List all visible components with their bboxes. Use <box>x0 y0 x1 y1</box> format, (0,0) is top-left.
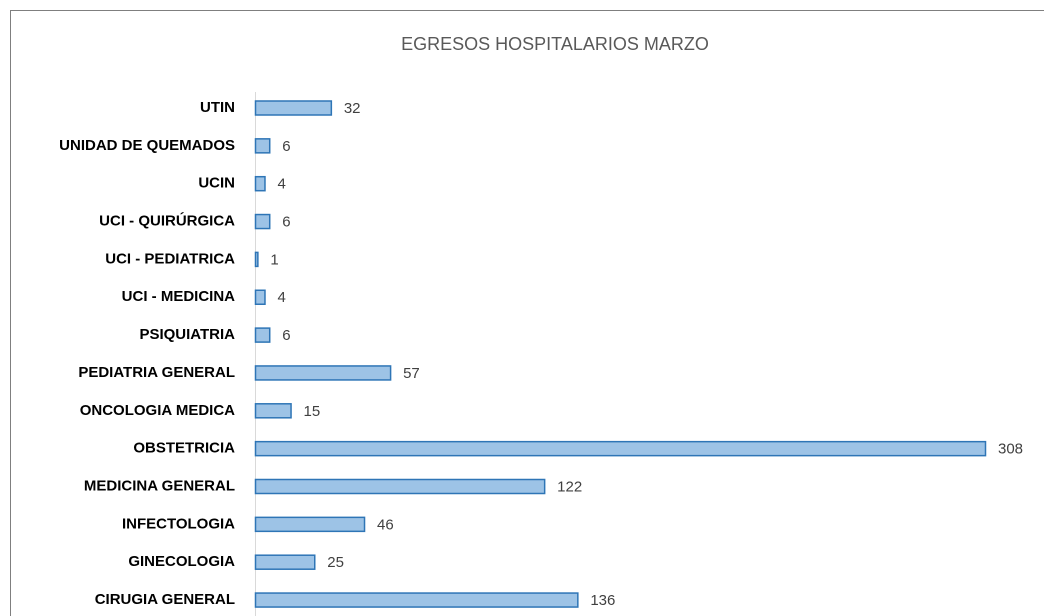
y-tick-label: UCIN <box>198 175 235 192</box>
value-label: 46 <box>377 516 394 533</box>
value-label: 1 <box>270 251 278 268</box>
y-tick-label: UCI - QUIRÚRGICA <box>99 212 235 230</box>
bar <box>254 592 579 608</box>
bar <box>254 100 333 116</box>
y-tick-label: MEDICINA GENERAL <box>84 477 235 494</box>
value-label: 57 <box>403 365 420 382</box>
value-label: 15 <box>304 403 321 420</box>
bar <box>254 327 271 343</box>
value-label: 4 <box>277 289 285 306</box>
bar <box>254 554 316 570</box>
bar <box>254 440 987 457</box>
bar <box>254 365 392 381</box>
y-tick-label: OBSTETRICIA <box>133 440 235 457</box>
chart-title: EGRESOS HOSPITALARIOS MARZO <box>401 34 709 54</box>
chart-frame <box>10 10 1044 616</box>
y-tick-label: UCI - PEDIATRICA <box>105 250 235 267</box>
y-tick-label: ONCOLOGIA MEDICA <box>80 402 235 419</box>
bar <box>254 138 271 154</box>
y-tick-label: PSIQUIATRIA <box>139 326 235 343</box>
bar <box>254 403 292 419</box>
value-label: 25 <box>327 554 344 571</box>
value-label: 6 <box>282 214 290 231</box>
y-tick-label: INFECTOLOGIA <box>122 515 235 532</box>
y-tick-label: PEDIATRIA GENERAL <box>78 364 235 381</box>
value-label: 32 <box>344 100 361 117</box>
value-label: 136 <box>590 592 615 609</box>
bar <box>254 289 266 305</box>
value-label: 4 <box>277 176 285 193</box>
y-tick-label: UCI - MEDICINA <box>122 288 235 305</box>
bar <box>254 251 259 268</box>
y-tick-label: UNIDAD DE QUEMADOS <box>59 137 235 154</box>
bar <box>254 516 366 533</box>
y-tick-label: UTIN <box>200 99 235 116</box>
value-label: 6 <box>282 138 290 155</box>
value-label: 308 <box>998 441 1023 458</box>
bar <box>254 175 266 192</box>
bar <box>254 478 546 495</box>
value-label: 6 <box>282 327 290 344</box>
value-label: 122 <box>557 478 582 495</box>
y-tick-label: CIRUGIA GENERAL <box>95 591 235 608</box>
bar <box>254 213 271 230</box>
y-tick-label: GINECOLOGIA <box>128 553 235 570</box>
